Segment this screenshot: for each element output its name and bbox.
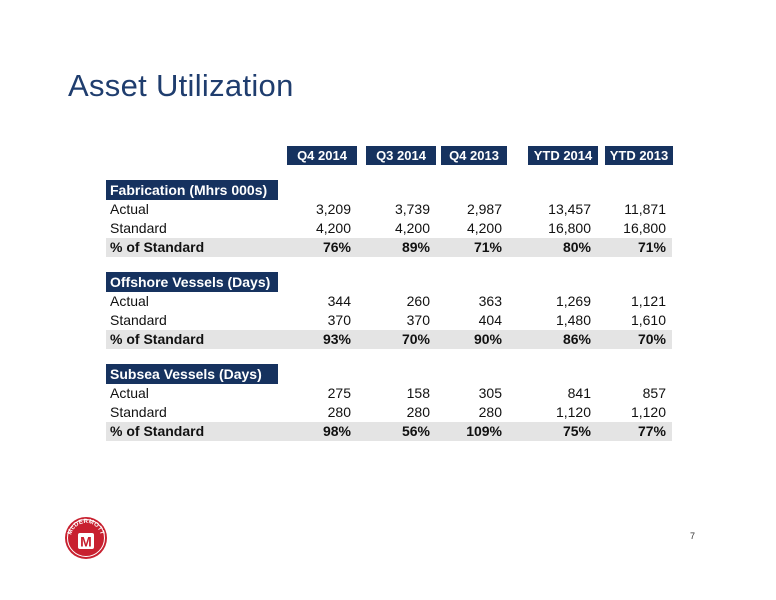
cell-ytd-2014: 1,269 <box>555 293 591 309</box>
column-header-q3-2014: Q3 2014 <box>366 146 436 165</box>
table-row-percent: % of Standard 76% 89% 71% 80% 71% <box>106 238 672 257</box>
cell-q4-2014: 3,209 <box>315 201 351 217</box>
table-row: Actual 275 158 305 841 857 <box>106 384 672 403</box>
section-title: Subsea Vessels (Days) <box>106 364 278 384</box>
row-label: Standard <box>110 312 167 328</box>
cell-q4-2013: 363 <box>478 293 502 309</box>
cell-q4-2014: 275 <box>327 385 351 401</box>
cell-ytd-2014: 16,800 <box>548 220 591 236</box>
cell-q4-2014: 370 <box>327 312 351 328</box>
cell-ytd-2014: 86% <box>562 331 591 347</box>
table-row: Standard 370 370 404 1,480 1,610 <box>106 311 672 330</box>
cell-q3-2014: 89% <box>401 239 430 255</box>
cell-q4-2014: 4,200 <box>315 220 351 236</box>
cell-ytd-2013: 77% <box>637 423 666 439</box>
table-row: Standard 280 280 280 1,120 1,120 <box>106 403 672 422</box>
cell-ytd-2013: 16,800 <box>623 220 666 236</box>
cell-ytd-2013: 70% <box>637 331 666 347</box>
cell-q4-2013: 404 <box>478 312 502 328</box>
cell-ytd-2014: 1,120 <box>555 404 591 420</box>
table-row: Standard 4,200 4,200 4,200 16,800 16,800 <box>106 219 672 238</box>
row-label: Actual <box>110 293 149 309</box>
cell-ytd-2014: 13,457 <box>548 201 591 217</box>
cell-q4-2013: 71% <box>473 239 502 255</box>
page-title: Asset Utilization <box>68 68 294 103</box>
row-label: Standard <box>110 404 167 420</box>
row-label: % of Standard <box>110 239 205 255</box>
cell-ytd-2013: 857 <box>642 385 666 401</box>
row-label: Standard <box>110 220 167 236</box>
cell-q4-2014: 280 <box>327 404 351 420</box>
row-label: Actual <box>110 385 149 401</box>
table-row: Actual 344 260 363 1,269 1,121 <box>106 292 672 311</box>
cell-ytd-2014: 80% <box>562 239 591 255</box>
cell-q3-2014: 56% <box>401 423 430 439</box>
cell-ytd-2013: 1,121 <box>630 293 666 309</box>
table-row-percent: % of Standard 98% 56% 109% 75% 77% <box>106 422 672 441</box>
cell-q4-2014: 98% <box>322 423 351 439</box>
row-label: % of Standard <box>110 423 205 439</box>
table-row-percent: % of Standard 93% 70% 90% 86% 70% <box>106 330 672 349</box>
cell-q4-2014: 76% <box>322 239 351 255</box>
cell-q4-2013: 109% <box>466 423 502 439</box>
page-number: 7 <box>690 531 696 541</box>
cell-q4-2013: 305 <box>478 385 502 401</box>
row-label: % of Standard <box>110 331 205 347</box>
cell-q4-2013: 4,200 <box>466 220 502 236</box>
cell-q4-2014: 93% <box>322 331 351 347</box>
cell-q4-2013: 280 <box>478 404 502 420</box>
cell-q3-2014: 4,200 <box>394 220 430 236</box>
cell-q4-2014: 344 <box>327 293 351 309</box>
column-header-ytd-2014: YTD 2014 <box>528 146 598 165</box>
column-header-ytd-2013: YTD 2013 <box>605 146 673 165</box>
mcdermott-logo: McDERMOTT M <box>64 516 108 560</box>
row-label: Actual <box>110 201 149 217</box>
cell-q3-2014: 370 <box>406 312 430 328</box>
cell-q4-2013: 2,987 <box>466 201 502 217</box>
table-row: Actual 3,209 3,739 2,987 13,457 11,871 <box>106 200 672 219</box>
cell-q3-2014: 260 <box>406 293 430 309</box>
column-header-q4-2013: Q4 2013 <box>441 146 507 165</box>
column-header-q4-2014: Q4 2014 <box>287 146 357 165</box>
cell-ytd-2013: 11,871 <box>624 201 666 217</box>
cell-ytd-2013: 71% <box>637 239 666 255</box>
cell-ytd-2014: 75% <box>562 423 591 439</box>
cell-ytd-2014: 841 <box>567 385 591 401</box>
cell-ytd-2013: 1,120 <box>630 404 666 420</box>
logo-letter: M <box>80 534 92 550</box>
cell-q3-2014: 70% <box>401 331 430 347</box>
cell-q3-2014: 3,739 <box>394 201 430 217</box>
cell-ytd-2013: 1,610 <box>630 312 666 328</box>
cell-ytd-2014: 1,480 <box>555 312 591 328</box>
section-title: Fabrication (Mhrs 000s) <box>106 180 278 200</box>
section-title: Offshore Vessels (Days) <box>106 272 278 292</box>
cell-q3-2014: 280 <box>406 404 430 420</box>
cell-q4-2013: 90% <box>473 331 502 347</box>
cell-q3-2014: 158 <box>406 385 430 401</box>
